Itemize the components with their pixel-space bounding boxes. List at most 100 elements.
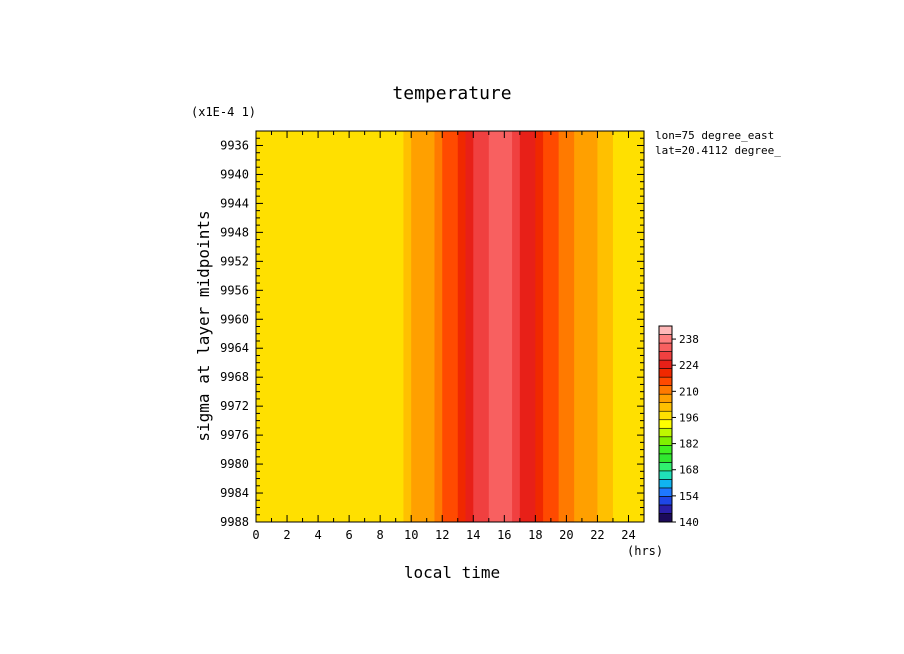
heatmap-cell: [279, 131, 288, 522]
y-tick-label: 9968: [220, 370, 249, 384]
heatmap-cell: [620, 131, 630, 522]
y-axis-label: sigma at layer midpoints: [194, 210, 213, 441]
heatmap-cell: [356, 131, 366, 522]
heatmap-cell: [496, 131, 505, 522]
x-tick-label: 18: [528, 528, 542, 542]
heatmap-cell: [349, 131, 358, 522]
colorbar-swatch: [658, 393, 673, 403]
colorbar-swatch: [658, 385, 673, 395]
colorbar-swatch: [658, 496, 673, 506]
x-axis: 0 2 4 6 8 10 12 14 16 18 20 22 24: [252, 131, 645, 542]
colorbar-swatch: [658, 513, 673, 523]
heatmap-cell: [612, 131, 622, 522]
colorbar-label: 224: [679, 359, 699, 372]
heatmap-cell: [411, 131, 420, 522]
x-units-label: (hrs): [627, 544, 663, 558]
heatmap-cell: [512, 131, 521, 522]
y-tick-label: 9940: [220, 167, 249, 181]
colorbar-label: 210: [679, 385, 699, 398]
colorbar-label: 238: [679, 333, 699, 346]
colorbar-swatch: [658, 462, 673, 472]
heatmap-cell: [341, 131, 350, 522]
heatmap-cell: [581, 131, 591, 522]
heatmap-cell: [574, 131, 583, 522]
heatmap-cell: [457, 131, 467, 522]
x-tick-label: 16: [497, 528, 511, 542]
heatmap-cell: [550, 131, 560, 522]
heatmap-cell: [519, 131, 529, 522]
x-tick-label: 24: [621, 528, 635, 542]
heatmap-cell: [473, 131, 482, 522]
x-tick-label: 4: [314, 528, 321, 542]
x-axis-label: local time: [404, 563, 500, 582]
colorbar-swatch: [658, 445, 673, 455]
colorbar-swatch: [658, 453, 673, 463]
y-scale-note: (x1E-4 1): [191, 105, 256, 119]
y-tick-label: 9956: [220, 283, 249, 297]
heatmap-cell: [287, 131, 296, 522]
heatmap-cell: [504, 131, 513, 522]
chart-title: temperature: [392, 83, 511, 104]
heatmap-cell: [527, 131, 536, 522]
heatmap-cell: [256, 131, 265, 522]
colorbar-swatch: [658, 410, 673, 421]
heatmap-cell: [465, 131, 474, 522]
lat-annotation: lat=20.4112 degree_: [655, 144, 781, 157]
heatmap-cell: [566, 131, 575, 522]
x-tick-label: 0: [252, 528, 259, 542]
colorbar-swatch: [658, 470, 673, 480]
heatmap-cell: [372, 131, 381, 522]
colorbar-swatch: [658, 419, 673, 429]
colorbar-label: 140: [679, 516, 699, 529]
heatmap-cell: [605, 131, 614, 522]
colorbar-swatch: [658, 427, 673, 438]
x-tick-label: 10: [404, 528, 418, 542]
heatmap-cells: [256, 131, 645, 522]
colorbar-swatch: [658, 368, 673, 378]
heatmap-cell: [442, 131, 451, 522]
heatmap-cell: [263, 131, 273, 522]
heatmap-cell: [418, 131, 428, 522]
heatmap-cell: [310, 131, 319, 522]
x-tick-label: 8: [377, 528, 384, 542]
heatmap-cell: [628, 131, 637, 522]
y-tick-label: 9960: [220, 312, 249, 326]
y-tick-label: 9988: [220, 515, 249, 529]
colorbar-label: 196: [679, 411, 699, 424]
heatmap-cell: [450, 131, 459, 522]
x-tick-label: 6: [346, 528, 353, 542]
y-tick-label: 9944: [220, 196, 249, 210]
heatmap-cell: [481, 131, 490, 522]
colorbar-swatch: [658, 479, 673, 489]
colorbar: 140 154 168 182 196 210 224 238: [658, 325, 699, 529]
colorbar-swatch: [658, 436, 673, 446]
heatmap-cell: [488, 131, 498, 522]
x-tick-label: 22: [590, 528, 604, 542]
colorbar-swatch: [658, 402, 673, 412]
y-tick-label: 9980: [220, 457, 249, 471]
colorbar-swatch: [658, 325, 673, 335]
colorbar-label: 154: [679, 490, 699, 503]
lon-annotation: lon=75 degree_east: [655, 129, 774, 142]
y-tick-label: 9972: [220, 399, 249, 413]
heatmap-cell: [333, 131, 342, 522]
heatmap-cell: [434, 131, 443, 522]
heatmap-cell: [403, 131, 412, 522]
heatmap-cell: [302, 131, 311, 522]
heatmap-cell: [271, 131, 280, 522]
heatmap-cell: [364, 131, 373, 522]
colorbar-swatch: [658, 504, 673, 514]
heatmap-cell: [395, 131, 405, 522]
colorbar-swatch: [658, 351, 673, 361]
colorbar-swatch: [658, 342, 673, 352]
x-tick-label: 12: [435, 528, 449, 542]
colorbar-label: 182: [679, 438, 699, 451]
y-tick-label: 9952: [220, 254, 249, 268]
colorbar-swatch: [658, 487, 673, 497]
x-tick-label: 14: [466, 528, 480, 542]
heatmap-cell: [597, 131, 606, 522]
x-tick-label: 20: [559, 528, 573, 542]
colorbar-swatch: [658, 334, 673, 344]
colorbar-frame: [658, 325, 673, 523]
